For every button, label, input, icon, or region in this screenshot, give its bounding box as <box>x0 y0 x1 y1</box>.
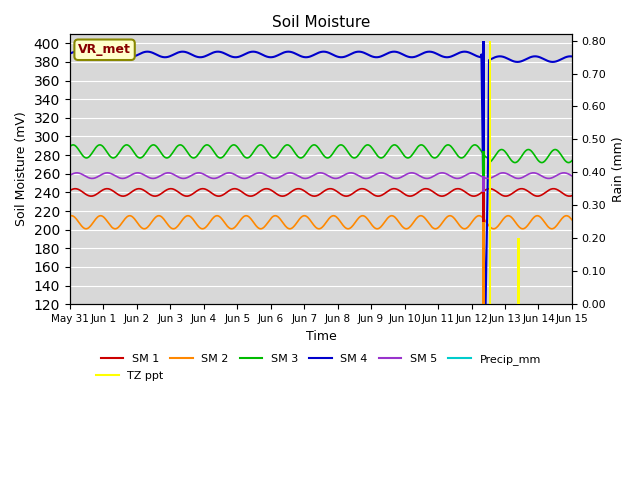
Bar <box>482 176 484 192</box>
Bar <box>482 40 484 151</box>
Y-axis label: Rain (mm): Rain (mm) <box>612 136 625 202</box>
Title: Soil Moisture: Soil Moisture <box>272 15 370 30</box>
X-axis label: Time: Time <box>305 330 336 343</box>
Y-axis label: Soil Moisture (mV): Soil Moisture (mV) <box>15 112 28 227</box>
Text: VR_met: VR_met <box>78 43 131 56</box>
Legend: TZ ppt: TZ ppt <box>92 366 168 385</box>
Bar <box>517 239 520 304</box>
Bar <box>488 40 492 304</box>
Bar <box>482 222 484 304</box>
Bar <box>482 192 484 222</box>
Bar <box>482 151 484 176</box>
